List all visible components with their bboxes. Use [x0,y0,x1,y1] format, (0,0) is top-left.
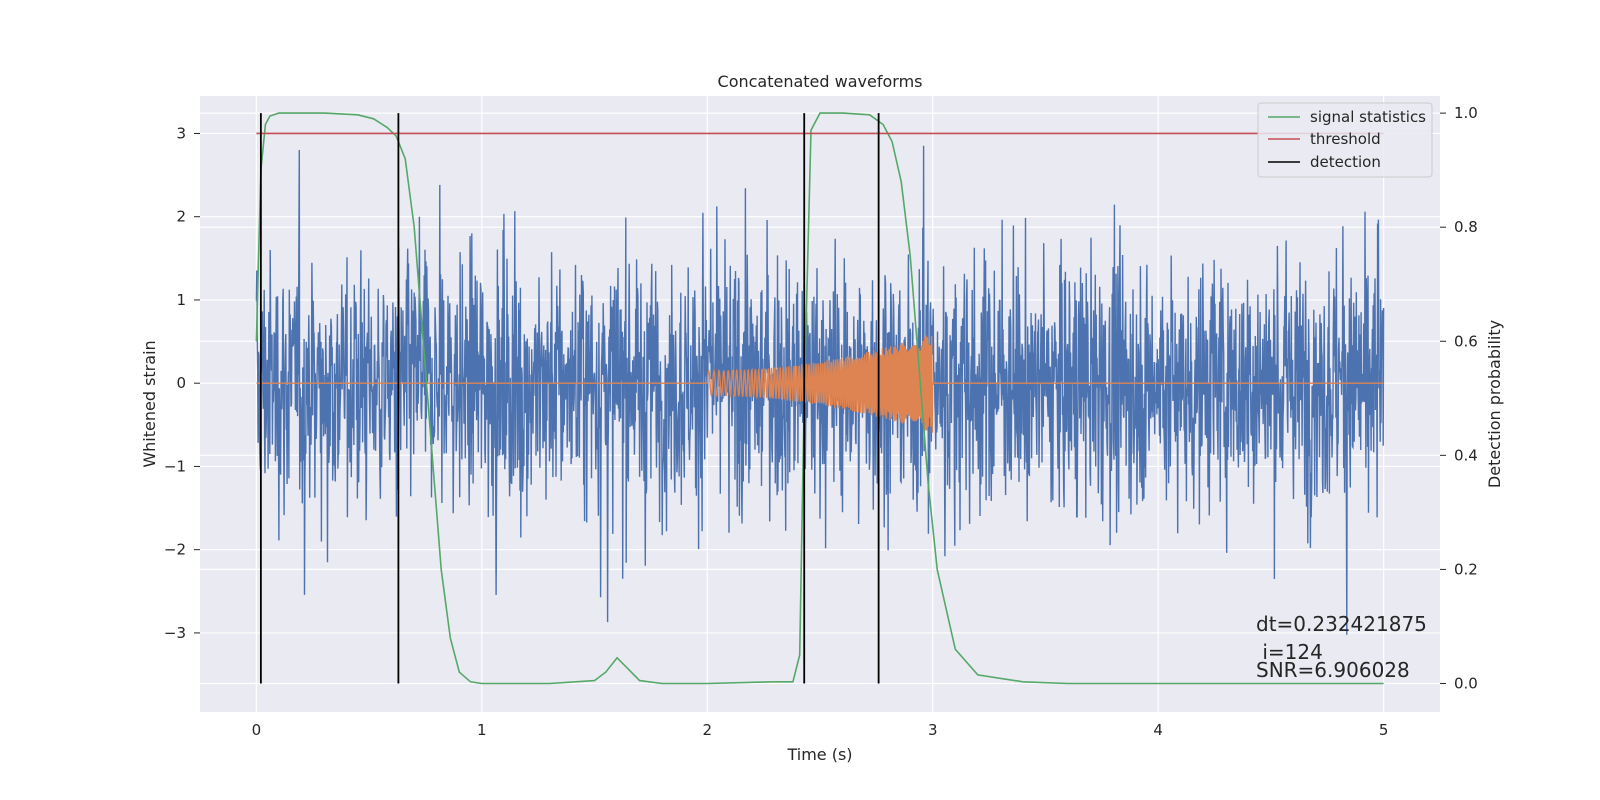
x-tick-label: 5 [1379,721,1389,739]
y2-tick-label: 0.6 [1454,332,1478,350]
y-tick-label: 0 [176,374,186,392]
legend-label-detection: detection [1310,153,1381,171]
y-axis-ticks-left: 3 2 1 0 −1 −2 −3 [164,124,200,642]
annotation-snr: SNR=6.906028 [1256,658,1410,682]
y2-tick-label: 0.4 [1454,446,1478,464]
annotation-dt: dt=0.232421875 [1256,612,1427,636]
annotation-index: i=124 [1256,640,1323,664]
x-axis-ticks: 0 1 2 3 4 5 [252,721,1389,739]
y2-tick-label: 0.8 [1454,218,1478,236]
y-axis-label-right: Detection probability [1485,320,1504,488]
x-tick-label: 1 [477,721,487,739]
y-tick-label: −1 [164,457,186,475]
y-tick-label: 2 [176,208,186,226]
plot-area [255,112,1385,685]
y2-tick-label: 1.0 [1454,104,1478,122]
y2-tick-label: 0.0 [1454,674,1478,692]
y-tick-label: −3 [164,624,186,642]
template-series-line [256,335,1384,433]
x-tick-label: 4 [1153,721,1163,739]
strain-series-line [255,145,1385,635]
chart-title: Concatenated waveforms [718,72,923,91]
signal-statistics-line [255,112,1384,685]
annotation-text: dt=0.232421875 i=124 SNR=6.906028 [1256,612,1427,682]
legend-label-signal-statistics: signal statistics [1310,108,1426,126]
x-tick-label: 2 [702,721,712,739]
y-axis-label-left: Whitened strain [140,340,159,467]
x-tick-label: 3 [928,721,938,739]
y-tick-label: 1 [176,291,186,309]
x-axis-label: Time (s) [786,745,852,764]
y2-tick-label: 0.2 [1454,560,1478,578]
y-tick-label: 3 [176,124,186,142]
legend-label-threshold: threshold [1310,130,1381,148]
legend-box [1257,102,1433,178]
y-axis-ticks-right: 1.0 0.8 0.6 0.4 0.2 0.0 [1440,104,1478,692]
detection-lines [259,113,880,684]
x-tick-label: 0 [252,721,262,739]
y-tick-label: −2 [164,541,186,559]
legend: signal statistics threshold detection [1257,102,1433,178]
